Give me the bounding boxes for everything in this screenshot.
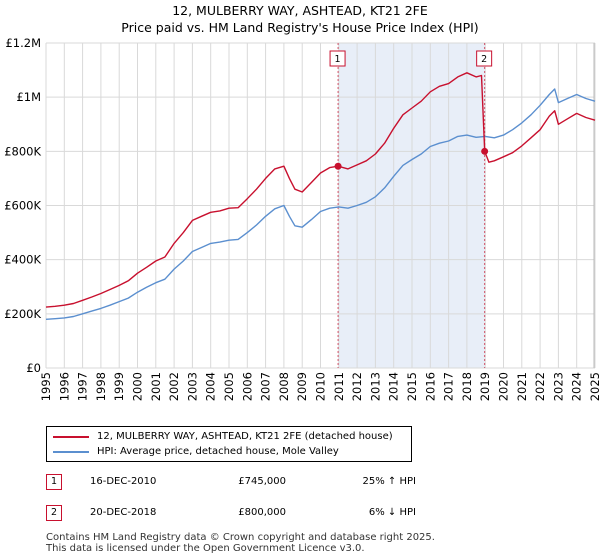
x-tick-label: 2021 <box>515 372 529 401</box>
transaction-row: 2 20-DEC-2018 £800,000 6% ↓ HPI <box>46 505 586 521</box>
x-tick-label: 2001 <box>149 372 163 401</box>
x-tick-label: 1996 <box>57 372 71 401</box>
x-tick-label: 2000 <box>131 372 145 401</box>
x-tick-label: 2011 <box>332 372 346 401</box>
x-tick-label: 2003 <box>185 372 199 401</box>
y-tick-label: £1.2M <box>5 36 41 50</box>
x-tick-label: 2013 <box>368 372 382 401</box>
chart-title-block: 12, MULBERRY WAY, ASHTEAD, KT21 2FE Pric… <box>0 2 600 36</box>
transaction-row: 1 16-DEC-2010 £745,000 25% ↑ HPI <box>46 474 586 490</box>
legend-label-hpi: HPI: Average price, detached house, Mole… <box>97 446 339 457</box>
x-tick-label: 2009 <box>295 372 309 401</box>
y-tick-label: £400K <box>4 253 41 267</box>
legend-swatch-property <box>53 436 89 438</box>
hpi-line <box>45 88 596 320</box>
transaction-marker-label: 1 <box>335 54 341 65</box>
transaction-badge: 1 <box>46 474 62 490</box>
y-tick-label: £200K <box>4 307 41 321</box>
legend-item-property: 12, MULBERRY WAY, ASHTEAD, KT21 2FE (det… <box>53 430 393 444</box>
x-tick-label: 2024 <box>570 372 584 401</box>
y-tick-label: £800K <box>4 144 41 158</box>
footer: Contains HM Land Registry data © Crown c… <box>46 532 435 554</box>
x-tick-label: 2019 <box>478 372 492 401</box>
y-tick-label: £600K <box>4 199 41 213</box>
footer-copyright: Contains HM Land Registry data © Crown c… <box>46 532 435 543</box>
x-tick-label: 2008 <box>277 372 291 401</box>
x-tick-label: 2007 <box>259 372 273 401</box>
transaction-price: £745,000 <box>238 476 286 487</box>
x-tick-label: 2012 <box>350 372 364 401</box>
price-chart: 1 2 £0 £200K £400K £600K £800K £1M £1.2M 1995 199… <box>4 36 600 401</box>
transaction-marker-label: 2 <box>481 54 487 65</box>
x-tick-label: 2023 <box>551 372 565 401</box>
chart-subtitle: Price paid vs. HM Land Registry's House … <box>121 20 479 35</box>
transaction-hpi-diff: 6% ↓ HPI <box>368 507 416 518</box>
transaction-badge: 2 <box>46 505 62 521</box>
x-tick-label: 1997 <box>76 372 90 401</box>
x-tick-label: 2006 <box>240 372 254 401</box>
transaction-date: 16-DEC-2010 <box>90 476 157 487</box>
transaction-marker-box <box>476 50 493 67</box>
transaction-price: £800,000 <box>238 507 286 518</box>
x-tick-label: 1998 <box>94 372 108 401</box>
x-tick-label: 1995 <box>39 372 53 401</box>
x-tick-label: 2022 <box>533 372 547 401</box>
footer-licence: This data is licensed under the Open Gov… <box>46 543 365 554</box>
transaction-date: 20-DEC-2018 <box>90 507 157 518</box>
y-tick-label: £0 <box>26 361 41 375</box>
property-price-line <box>45 72 596 308</box>
x-tick-label: 2018 <box>460 372 474 401</box>
chart-legend: 12, MULBERRY WAY, ASHTEAD, KT21 2FE (det… <box>46 426 412 462</box>
x-tick-label: 2017 <box>442 372 456 401</box>
x-tick-label: 2014 <box>387 372 401 401</box>
x-tick-label: 1999 <box>112 372 126 401</box>
transaction-point <box>481 147 489 155</box>
transaction-marker-box <box>329 50 346 67</box>
x-tick-label: 2004 <box>204 372 218 401</box>
y-tick-label: £1M <box>16 90 41 104</box>
legend-item-hpi: HPI: Average price, detached house, Mole… <box>53 445 339 459</box>
x-tick-label: 2025 <box>588 372 600 401</box>
x-tick-label: 2005 <box>222 372 236 401</box>
x-tick-label: 2015 <box>405 372 419 401</box>
x-tick-label: 2016 <box>423 372 437 401</box>
x-tick-label: 2020 <box>497 372 511 401</box>
legend-swatch-hpi <box>53 451 89 453</box>
legend-label-property: 12, MULBERRY WAY, ASHTEAD, KT21 2FE (det… <box>97 431 393 442</box>
chart-title: 12, MULBERRY WAY, ASHTEAD, KT21 2FE <box>172 3 428 18</box>
transaction-point <box>334 162 342 170</box>
x-tick-label: 2010 <box>314 372 328 401</box>
x-tick-label: 2002 <box>167 372 181 401</box>
transaction-hpi-diff: 25% ↑ HPI <box>362 476 416 487</box>
